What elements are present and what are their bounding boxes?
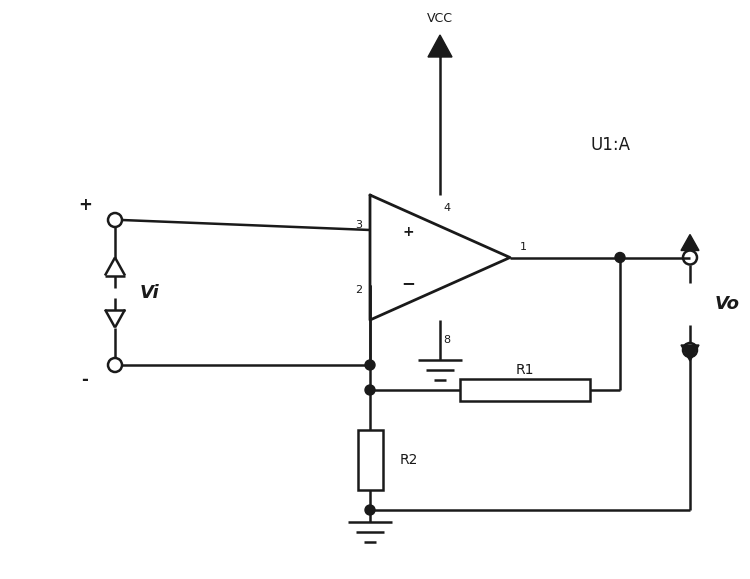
- Circle shape: [365, 505, 375, 515]
- Text: Vo: Vo: [715, 295, 740, 313]
- Text: U1:A: U1:A: [590, 136, 630, 154]
- Text: -: -: [82, 371, 88, 389]
- FancyBboxPatch shape: [460, 379, 590, 401]
- Circle shape: [615, 252, 625, 262]
- Text: +: +: [402, 225, 414, 239]
- Text: 1: 1: [520, 243, 527, 252]
- Text: 3: 3: [355, 220, 362, 230]
- Text: R2: R2: [400, 453, 418, 467]
- Text: +: +: [78, 196, 92, 214]
- Polygon shape: [681, 345, 699, 361]
- Polygon shape: [681, 234, 699, 251]
- Text: Vi: Vi: [140, 284, 160, 302]
- Text: 4: 4: [443, 203, 450, 213]
- Text: 2: 2: [355, 285, 362, 295]
- Text: 8: 8: [443, 335, 450, 345]
- Circle shape: [365, 360, 375, 370]
- Circle shape: [365, 385, 375, 395]
- FancyBboxPatch shape: [358, 430, 382, 490]
- Text: −: −: [401, 274, 415, 292]
- Polygon shape: [428, 35, 452, 57]
- Text: VCC: VCC: [427, 12, 453, 24]
- Text: R1: R1: [516, 363, 534, 377]
